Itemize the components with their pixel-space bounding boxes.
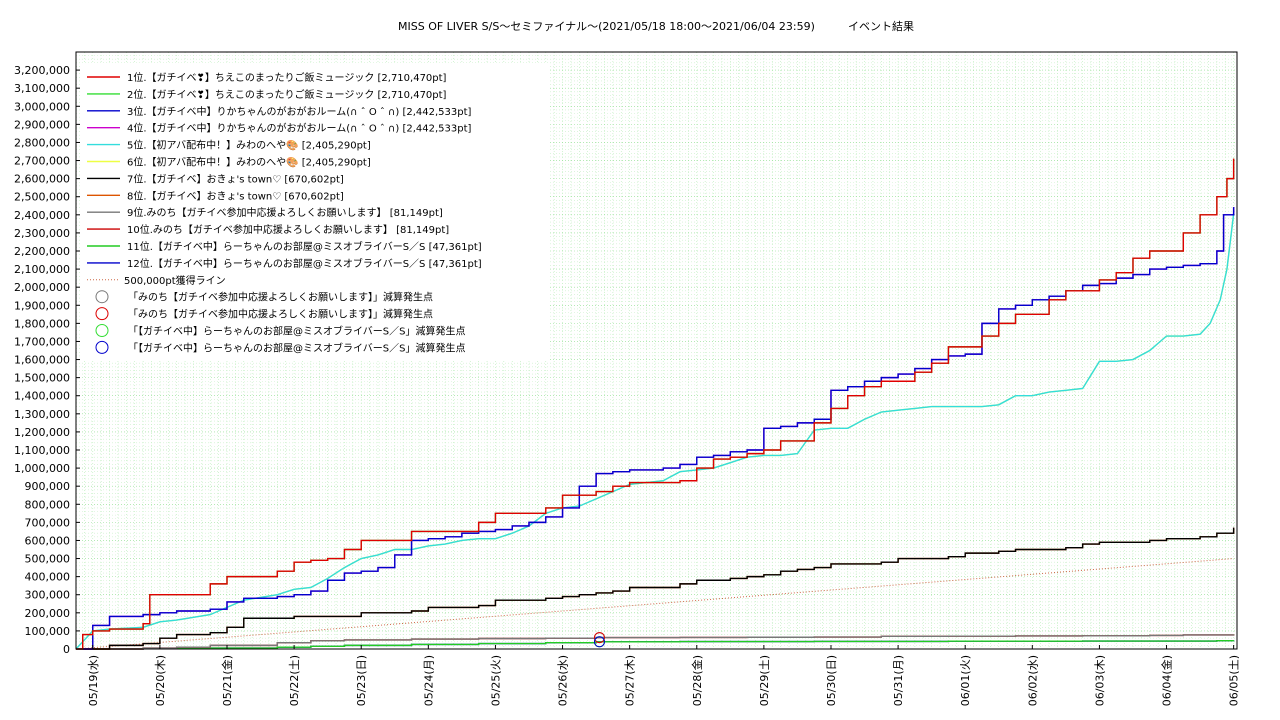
y-tick-label: 800,000 [25, 498, 71, 511]
y-tick-label: 3,000,000 [14, 100, 70, 113]
y-tick-label: 300,000 [25, 589, 71, 602]
legend-marker [95, 324, 109, 337]
legend-label: 8位.【ガチイベ】おきょ's town♡ [670,602pt] [127, 189, 344, 202]
y-tick-label: 1,200,000 [14, 426, 70, 439]
y-tick-label: 2,500,000 [14, 191, 70, 204]
y-tick-label: 1,900,000 [14, 299, 70, 312]
y-tick-label: 2,800,000 [14, 136, 70, 149]
y-tick-label: 1,600,000 [14, 354, 70, 367]
x-tick-label: 06/05(土) [1228, 655, 1241, 706]
y-tick-label: 100,000 [25, 625, 71, 638]
y-tick-label: 2,400,000 [14, 209, 70, 222]
legend-label: 10位.みのち【ガチイベ参加中応援よろしくお願いします】 [81,149pt] [127, 223, 449, 236]
x-axis: 05/19(水) 05/20(木) 05/21(金) 05/22(土) 05/23(日)… [87, 645, 1241, 706]
x-tick-label: 06/03(木) [1093, 655, 1106, 706]
x-tick-label: 05/19(水) [87, 655, 100, 706]
y-tick-label: 3,100,000 [14, 82, 70, 95]
y-tick-label: 2,200,000 [14, 245, 70, 258]
legend-label: 2位.【ガチイベ❣】ちえこのまったりご飯ミュージック [2,710,470pt] [127, 88, 447, 101]
y-tick-label: 2,900,000 [14, 118, 70, 131]
y-tick-label: 900,000 [25, 480, 71, 493]
legend-marker [95, 340, 109, 354]
x-tick-label: 06/04(金) [1160, 655, 1174, 706]
series-line-11 [76, 639, 1235, 650]
event-marker-4 [593, 636, 605, 648]
legend-label: 7位.【ガチイベ】おきょ's town♡ [670,602pt] [127, 172, 344, 185]
x-tick-label: 05/23(日) [355, 655, 368, 706]
y-tick-label: 1,800,000 [14, 317, 70, 330]
x-tick-label: 05/29(土) [758, 655, 771, 706]
x-tick-label: 05/21(金) [220, 655, 234, 706]
marker-layer [593, 632, 605, 648]
x-tick-label: 05/30(日) [825, 655, 838, 706]
legend-label: 「【ガチイベ中】らーちゃんのお部屋@ミスオブライバーS／S」減算発生点 [128, 325, 466, 338]
legend-label: 11位.【ガチイベ中】らーちゃんのお部屋@ミスオブライバーS／S [47,361… [127, 240, 482, 253]
x-tick-label: 05/31(月) [892, 655, 905, 706]
x-tick-label: 05/22(土) [288, 655, 301, 706]
chart-title: MISS OF LIVER S/S〜セミファイナル〜(2021/05/18 18… [398, 20, 815, 33]
legend-label: 500,000pt獲得ライン [124, 274, 226, 287]
y-tick-label: 400,000 [25, 571, 71, 584]
y-tick-label: 1,500,000 [14, 372, 70, 385]
legend-label: 5位.【初アバ配布中！】みわのへや🎨 [2,405,290pt] [127, 139, 371, 152]
legend-label: 3位.【ガチイベ中】りかちゃんのがおがおルーム(∩ ˆ O ˆ ∩) [2,44… [127, 105, 472, 118]
legend-marker [95, 307, 109, 321]
x-tick-label: 05/26(水) [557, 655, 570, 706]
y-tick-label: 600,000 [25, 534, 71, 547]
y-tick-label: 2,600,000 [14, 173, 70, 186]
y-tick-label: 700,000 [25, 516, 71, 529]
y-tick-label: 0 [63, 643, 70, 656]
legend-label: 4位.【ガチイベ中】りかちゃんのがおがおルーム(∩ ˆ O ˆ ∩) [2,44… [127, 122, 472, 135]
chart-subtitle: イベント結果 [848, 19, 914, 33]
y-axis: 0 100,000 200,000 300,000 400,000 500,000 600,… [14, 64, 80, 656]
y-tick-label: 1,400,000 [14, 390, 70, 403]
series-line-1 [76, 158, 1235, 650]
legend: 1位.【ガチイベ❣】ちえこのまったりご飯ミュージック [2,710,470pt]… [80, 63, 550, 360]
y-tick-label: 1,100,000 [14, 444, 70, 457]
series-line-7 [76, 527, 1235, 650]
y-tick-label: 2,000,000 [14, 281, 70, 294]
x-tick-label: 05/24(月) [422, 655, 435, 706]
event-marker-2 [593, 632, 605, 644]
legend-label: 「みのち【ガチイベ参加中応援よろしくお願いします】」減算発生点 [128, 308, 433, 321]
series-layer [75, 158, 1235, 650]
x-tick-label: 06/02(水) [1026, 655, 1039, 706]
y-tick-label: 1,700,000 [14, 335, 70, 348]
y-tick-label: 3,200,000 [14, 64, 70, 77]
y-tick-label: 500,000 [25, 553, 71, 566]
y-tick-label: 2,100,000 [14, 263, 70, 276]
legend-label: 「みのち【ガチイベ参加中応援よろしくお願いします】」減算発生点 [128, 291, 433, 304]
legend-label: 「【ガチイベ中】らーちゃんのお部屋@ミスオブライバーS／S」減算発生点 [128, 341, 466, 354]
y-tick-label: 2,300,000 [14, 227, 70, 240]
legend-background [80, 63, 550, 360]
y-tick-label: 1,300,000 [14, 408, 70, 421]
legend-label: 9位.みのち【ガチイベ参加中応援よろしくお願いします】 [81,149pt] [127, 206, 443, 219]
series-line-8 [76, 527, 1235, 650]
x-tick-label: 05/28(金) [690, 655, 704, 706]
x-tick-label: 06/01(火) [959, 655, 972, 706]
plot-frame [75, 51, 1238, 650]
x-tick-label: 05/25(火) [489, 655, 502, 706]
x-tick-label: 05/20(木) [154, 655, 167, 706]
y-tick-label: 200,000 [25, 607, 71, 620]
series-line-9 [76, 634, 1235, 650]
legend-label: 6位.【初アバ配布中！】みわのへや🎨 [2,405,290pt] [127, 156, 371, 169]
x-tick-label: 05/27(木) [624, 655, 637, 706]
y-tick-label: 1,000,000 [14, 462, 70, 475]
legend-marker [95, 290, 109, 304]
legend-label: 1位.【ガチイベ❣】ちえこのまったりご飯ミュージック [2,710,470pt] [127, 71, 447, 84]
y-tick-label: 2,700,000 [14, 155, 70, 168]
legend-label: 12位.【ガチイベ中】らーちゃんのお部屋@ミスオブライバーS／S [47,361… [127, 257, 482, 270]
